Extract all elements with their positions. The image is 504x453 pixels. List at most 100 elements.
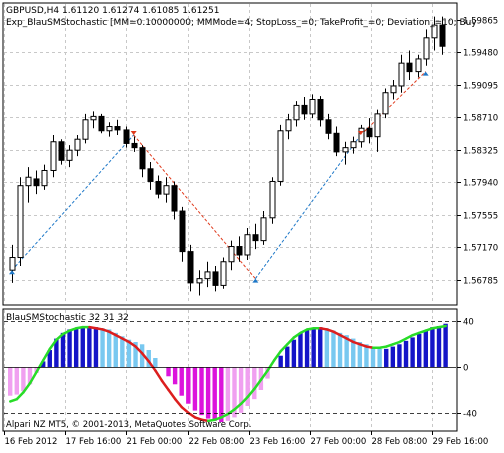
signal-segment: [28, 370, 38, 385]
candle-bear-body: [155, 180, 162, 195]
signal-segment: [246, 387, 256, 399]
buy-arrow: [252, 278, 259, 283]
buy-arrow: [422, 71, 429, 76]
candle-bull-body: [285, 119, 292, 132]
price-tick-label: 1.57170: [463, 244, 498, 254]
candle-bull-body: [50, 141, 57, 171]
buy-arrow: [9, 270, 15, 275]
candle-bear-body: [139, 147, 146, 170]
histogram-bar: [172, 367, 178, 385]
time-axis: 16 Feb 2012 17 Feb 16:00 21 Feb 00:00 22 Fe…: [4, 431, 489, 447]
histogram-bar: [265, 367, 270, 379]
time-tick-label: 17 Feb 16:00: [66, 437, 122, 447]
candle-bear-body: [147, 168, 154, 182]
candle: [58, 139, 65, 165]
histogram-bar: [344, 335, 349, 368]
signal-segment: [272, 349, 283, 362]
signal-segment: [292, 331, 302, 339]
histogram-bar: [390, 346, 396, 368]
signal-segment: [134, 345, 144, 355]
signal-segment: [279, 343, 289, 353]
candle: [382, 88, 389, 119]
candle-bear-body: [317, 98, 324, 121]
histogram-bar: [423, 330, 429, 368]
candle-bull-body: [82, 119, 89, 140]
candle-bear-body: [114, 126, 121, 131]
candle-bull-body: [163, 185, 170, 195]
histogram-bar: [225, 367, 231, 421]
candle: [17, 177, 24, 266]
candle: [171, 181, 178, 220]
candle-bear-body: [171, 185, 178, 212]
time-tick-label: 29 Feb 16:00: [433, 437, 489, 447]
histogram-bar: [93, 327, 99, 368]
candle-bull-body: [398, 62, 405, 87]
histogram-bar: [87, 327, 92, 368]
histogram-bar: [377, 348, 382, 368]
candle: [415, 54, 422, 78]
indicator-title: BlauSMStochastic 32 31 32: [6, 313, 129, 323]
histogram-bar: [430, 327, 435, 368]
histogram-bar: [364, 344, 369, 368]
candle: [252, 223, 259, 250]
histogram-bar: [331, 330, 336, 368]
candle-bull-body: [269, 180, 276, 219]
symbol-label: GBPUSD,H4 1.61120 1.61274 1.61085 1.6125…: [6, 6, 219, 16]
histogram-bar: [106, 329, 112, 368]
candle-bear-body: [366, 127, 373, 138]
candle: [406, 50, 413, 81]
candle: [350, 136, 357, 154]
price-tick-label: 1.56785: [463, 277, 498, 287]
candle: [366, 118, 373, 144]
candle-bull-body: [358, 127, 365, 143]
histogram-bar: [357, 342, 363, 368]
candle-bear-body: [212, 271, 219, 286]
price-tick-label: 1.58710: [463, 114, 498, 124]
candle: [90, 111, 97, 129]
signal-segment: [437, 324, 447, 329]
candle: [25, 167, 32, 203]
signal-segment: [286, 336, 296, 346]
candle-bear-body: [123, 129, 130, 144]
candle: [260, 211, 267, 245]
candle-bear-body: [439, 24, 446, 47]
histogram-bar: [21, 367, 26, 392]
candle-bull-body: [90, 115, 97, 121]
candle: [244, 227, 251, 261]
candle-bull-body: [342, 147, 349, 153]
histogram-bar: [192, 367, 198, 411]
candle: [33, 170, 40, 195]
signal-segment: [35, 359, 45, 373]
candle: [139, 145, 146, 178]
candle-bear-body: [325, 119, 332, 134]
candle: [66, 145, 73, 168]
candle-bull-body: [423, 37, 430, 60]
histogram-bar: [139, 344, 145, 368]
histogram-bar: [238, 367, 244, 413]
histogram-bar: [40, 361, 46, 368]
signal-segment: [259, 369, 269, 381]
candle: [423, 29, 430, 66]
candle: [163, 177, 170, 203]
candle-bear-body: [187, 251, 194, 284]
candles: [9, 16, 446, 296]
candle: [155, 175, 162, 199]
indicator-panel-frame: [2, 308, 458, 432]
candle: [269, 177, 276, 224]
signal-segment: [147, 360, 157, 372]
expert-label: Exp_BlauSMStochastic [MM=0.10000000; MMM…: [6, 18, 477, 28]
signal-segment: [48, 338, 58, 351]
histogram-bar: [278, 355, 283, 368]
time-tick-label: 16 Feb 2012: [5, 437, 58, 447]
candle: [196, 270, 203, 296]
candle: [293, 101, 300, 127]
candle-bull-body: [9, 257, 16, 271]
histogram-bar: [179, 367, 184, 396]
signal-segment: [167, 388, 177, 401]
sell-arrow: [130, 130, 137, 135]
candle-bear-body: [301, 104, 308, 115]
candle-bull-body: [431, 24, 438, 39]
signal-segment: [55, 332, 65, 341]
